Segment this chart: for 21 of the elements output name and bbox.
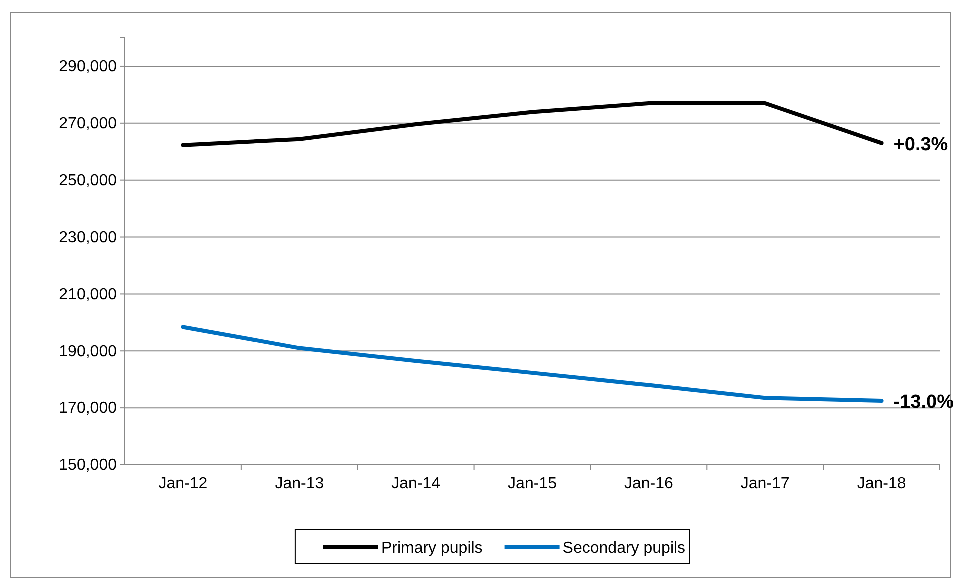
- x-tick-label: Jan-17: [740, 475, 790, 492]
- line-series: [181, 101, 884, 148]
- y-tick-label: 230,000: [59, 229, 118, 246]
- x-tick-label: Jan-13: [275, 475, 324, 492]
- x-tick-label: Jan-14: [392, 475, 441, 492]
- y-tick-label: 190,000: [59, 343, 118, 360]
- y-tick-label: 250,000: [59, 172, 118, 190]
- legend-label: Primary pupils: [381, 540, 483, 557]
- y-tick-label: 210,000: [59, 286, 118, 304]
- annotation: +0.3%: [894, 134, 948, 156]
- legend-label: Secondary pupils: [562, 540, 686, 557]
- x-tick-label: Jan-18: [857, 475, 906, 492]
- y-tick-label: 270,000: [59, 116, 118, 133]
- line-series: [181, 325, 884, 403]
- y-tick-label: 290,000: [59, 58, 118, 76]
- x-tick-label: Jan-12: [158, 475, 208, 492]
- y-tick-label: 170,000: [59, 400, 118, 418]
- x-tick-label: Jan-16: [624, 475, 674, 492]
- x-tick-label: Jan-15: [508, 475, 558, 492]
- y-tick-label: 150,000: [59, 457, 118, 474]
- annotation: -13.0%: [894, 392, 954, 413]
